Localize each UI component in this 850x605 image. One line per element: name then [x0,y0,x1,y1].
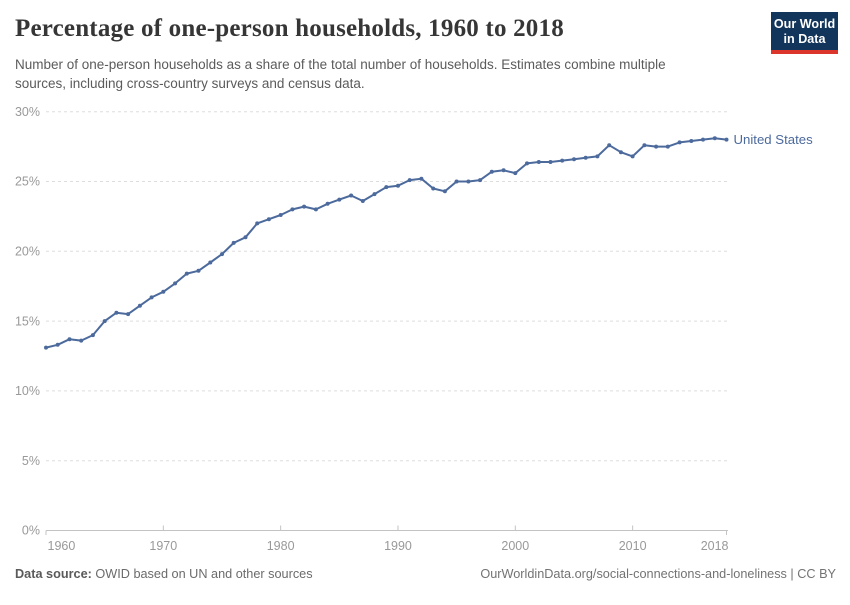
data-point-marker [442,189,447,194]
x-axis-tick-label: 1970 [149,539,177,553]
data-point-marker [79,338,84,343]
data-point-marker [536,160,541,164]
chart-subtitle-line1: Number of one-person households as a sha… [15,57,666,72]
data-point-marker [102,319,107,324]
x-axis-tick-label: 1960 [48,539,76,553]
chart-subtitle: Number of one-person households as a sha… [15,55,666,93]
data-point-marker [548,160,553,164]
data-point-marker [583,155,588,160]
data-point-marker [173,281,178,286]
x-axis-tick-label: 1990 [384,539,412,553]
data-point-marker [184,271,189,276]
data-point-marker [454,179,459,184]
data-point-marker [618,150,623,155]
data-point-marker [572,157,576,162]
data-point-marker [266,217,271,222]
data-point-marker [137,303,142,308]
data-point-marker [384,185,389,190]
data-point-marker [489,169,494,174]
data-point-marker [525,161,529,166]
data-point-marker [431,186,436,191]
data-point-marker [196,268,201,273]
data-point-marker [712,136,717,141]
data-source-note: Data source: OWID based on UN and other … [15,567,313,581]
data-point-marker [208,260,213,265]
owid-logo: Our World in Data [771,12,838,54]
data-point-marker [466,179,471,184]
chart-subtitle-line2: sources, including cross-country surveys… [15,76,365,91]
data-point-marker [665,144,670,149]
data-point-marker [231,240,236,245]
x-axis-tick-label: 1980 [267,539,295,553]
data-point-marker [67,337,72,342]
data-point-marker [360,199,365,203]
data-point-marker [149,295,154,300]
data-point-marker [114,310,119,315]
x-axis-tick-label: 2000 [501,539,529,553]
data-point-marker [372,192,377,197]
data-point-marker [419,176,424,181]
data-point-marker [607,143,612,148]
data-point-marker [407,178,412,183]
y-axis-tick-label: 0% [22,524,40,538]
owid-logo-line1: Our World [773,17,836,31]
data-point-marker [243,235,248,240]
data-point-marker [701,137,705,142]
line-series-united-states [45,137,728,349]
data-point-marker [595,154,600,159]
data-point-marker [513,171,518,176]
y-axis-tick-label: 5% [22,454,40,468]
data-point-marker [290,207,295,212]
y-axis-tick-label: 10% [15,384,40,398]
y-axis-tick-label: 30% [15,105,40,119]
data-point-marker [337,197,342,202]
data-point-marker [126,312,131,317]
y-axis-tick-label: 25% [15,175,40,189]
data-point-marker [689,139,694,143]
data-point-marker [302,204,307,209]
series-label: United States [734,132,814,147]
data-point-marker [278,213,283,217]
data-point-marker [642,143,647,148]
y-axis-tick-label: 20% [15,245,40,259]
data-point-marker [255,221,260,226]
data-point-marker [654,144,659,149]
data-point-marker [724,137,729,142]
chart-title: Percentage of one-person households, 196… [15,15,564,42]
x-axis-tick-label: 2010 [619,539,647,553]
data-point-marker [44,345,48,350]
data-point-marker [677,140,682,145]
data-point-marker [313,207,318,212]
data-source-label: Data source: [15,567,92,581]
data-point-marker [325,201,330,206]
data-point-marker [630,154,635,159]
y-axis-tick-label: 15% [15,314,40,328]
data-point-marker [220,252,224,257]
data-point-marker [501,168,506,173]
data-point-marker [55,342,60,347]
data-point-marker [560,158,565,163]
owid-logo-line2: in Data [783,31,826,46]
data-point-marker [396,183,400,188]
x-axis-tick-label: 2018 [701,539,729,553]
data-point-marker [349,193,354,198]
data-point-marker [161,289,166,294]
license-note: OurWorldinData.org/social-connections-an… [480,567,836,581]
data-source-text: OWID based on UN and other sources [91,567,313,581]
data-point-marker [478,178,483,183]
data-point-marker [90,333,95,338]
